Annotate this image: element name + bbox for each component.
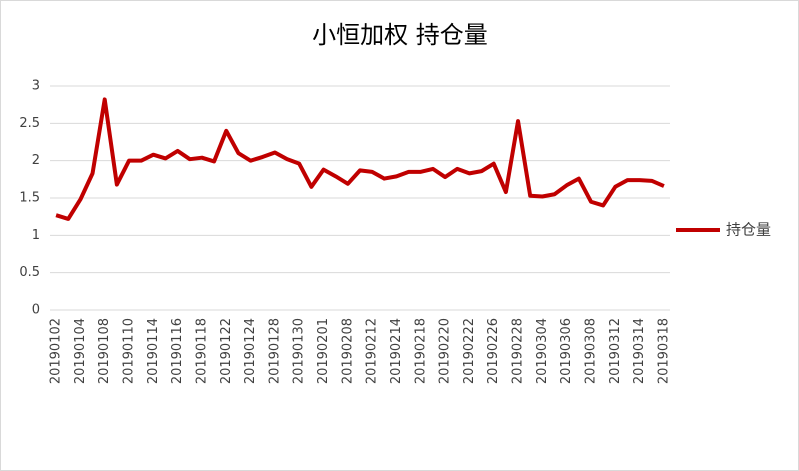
x-tick-label: 20190214 bbox=[389, 318, 404, 384]
x-tick-label: 20190104 bbox=[73, 318, 88, 384]
x-tick-label: 20190128 bbox=[267, 318, 282, 384]
x-tick-label: 20190114 bbox=[146, 318, 161, 384]
x-tick-label: 20190212 bbox=[365, 318, 380, 384]
x-tick-label: 20190308 bbox=[583, 318, 598, 384]
x-tick-label: 20190116 bbox=[170, 318, 185, 384]
y-tick-label: 2.5 bbox=[19, 116, 40, 131]
chart-title: 小恒加权 持仓量 bbox=[312, 21, 488, 49]
y-tick-label: 3 bbox=[32, 79, 40, 94]
x-tick-label: 20190228 bbox=[511, 318, 526, 384]
y-tick-label: 1.5 bbox=[19, 191, 40, 206]
y-tick-label: 0 bbox=[32, 303, 40, 318]
x-tick-label: 20190110 bbox=[122, 318, 137, 384]
x-tick-label: 20190226 bbox=[486, 318, 501, 384]
x-tick-label: 20190314 bbox=[632, 318, 647, 384]
x-tick-label: 20190208 bbox=[340, 318, 355, 384]
x-tick-label: 20190220 bbox=[438, 318, 453, 384]
x-tick-label: 20190130 bbox=[292, 318, 307, 384]
x-tick-label: 20190222 bbox=[462, 318, 477, 384]
x-tick-label: 20190122 bbox=[219, 318, 234, 384]
x-tick-label: 20190218 bbox=[413, 318, 428, 384]
y-tick-label: 1 bbox=[32, 228, 40, 243]
y-tick-label: 2 bbox=[32, 153, 40, 168]
y-tick-label: 0.5 bbox=[19, 265, 40, 280]
line bbox=[55, 97, 665, 221]
x-tick-label: 20190118 bbox=[194, 318, 209, 384]
x-tick-label: 20190108 bbox=[97, 318, 112, 384]
x-tick-label: 20190201 bbox=[316, 318, 331, 384]
x-tick-label: 20190312 bbox=[608, 318, 623, 384]
x-tick-label: 20190124 bbox=[243, 318, 258, 384]
x-tick-label: 20190102 bbox=[49, 318, 64, 384]
x-tick-label: 20190318 bbox=[656, 318, 671, 384]
x-tick-label: 20190306 bbox=[559, 318, 574, 384]
x-tick-label: 20190304 bbox=[535, 318, 550, 384]
legend-label: 持仓量 bbox=[726, 221, 771, 239]
